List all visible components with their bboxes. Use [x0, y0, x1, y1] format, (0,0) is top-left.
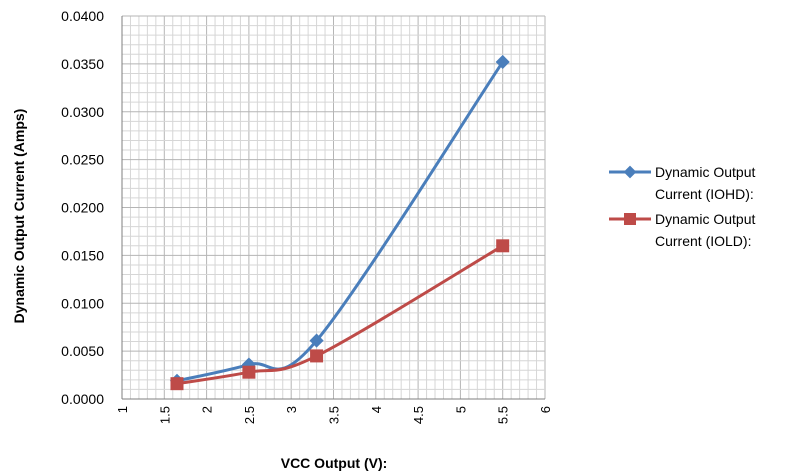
x-tick-label: 3 [284, 406, 299, 413]
x-tick-label: 1.5 [157, 406, 172, 424]
x-tick-label: 5 [453, 406, 468, 413]
chart-axes [121, 16, 545, 400]
series-line-1 [176, 244, 504, 386]
data-point-series-1 [170, 377, 184, 391]
series-line-0 [176, 61, 504, 383]
y-tick-label: 0.0100 [61, 295, 104, 311]
legend-marker-iold [624, 213, 636, 225]
y-tick-label: 0.0300 [61, 104, 104, 120]
x-tick-label: 2 [200, 406, 215, 413]
x-tick-labels: 1 1.5 2 2.5 3 3.5 4 4.5 5 5.5 6 [115, 406, 553, 424]
legend-label-iohd-line1: Dynamic Output [655, 164, 755, 180]
chart-series [169, 54, 510, 391]
x-tick-label: 4.5 [411, 406, 426, 424]
x-tick-label: 2.5 [242, 406, 257, 424]
x-axis-title: VCC Output (V): [281, 455, 388, 471]
y-tick-label: 0.0250 [61, 152, 104, 168]
legend-item-iohd: Dynamic Output Current (IOHD): [609, 164, 755, 202]
data-point-series-1 [496, 239, 510, 253]
legend: Dynamic Output Current (IOHD): Dynamic O… [609, 164, 755, 249]
y-tick-label: 0.0150 [61, 247, 104, 263]
data-point-series-0 [495, 54, 510, 70]
data-point-series-1 [310, 349, 324, 363]
x-tick-label: 1 [115, 406, 130, 413]
x-tick-label: 6 [538, 406, 553, 413]
legend-label-iohd-line2: Current (IOHD): [655, 186, 754, 202]
legend-item-iold: Dynamic Output Current (IOLD): [609, 211, 755, 249]
y-tick-label: 0.0000 [61, 391, 104, 407]
y-axis-title: Dynamic Output Current (Amps) [11, 109, 27, 324]
x-tick-label: 3.5 [327, 406, 342, 424]
y-tick-label: 0.0050 [61, 343, 104, 359]
data-point-series-0 [309, 333, 324, 348]
x-tick-label: 4 [369, 406, 384, 413]
data-point-series-1 [242, 365, 256, 379]
legend-marker-iohd [623, 165, 637, 179]
chart-grid [121, 15, 546, 400]
legend-label-iold-line2: Current (IOLD): [655, 233, 751, 249]
y-tick-label: 0.0200 [61, 200, 104, 216]
x-tick-label: 5.5 [496, 406, 511, 424]
y-tick-label: 0.0400 [61, 8, 104, 24]
y-tick-label: 0.0350 [61, 56, 104, 72]
y-tick-labels: 0.0000 0.0050 0.0100 0.0150 0.0200 0.0250 0.03… [61, 8, 104, 407]
legend-label-iold-line1: Dynamic Output [655, 211, 755, 227]
